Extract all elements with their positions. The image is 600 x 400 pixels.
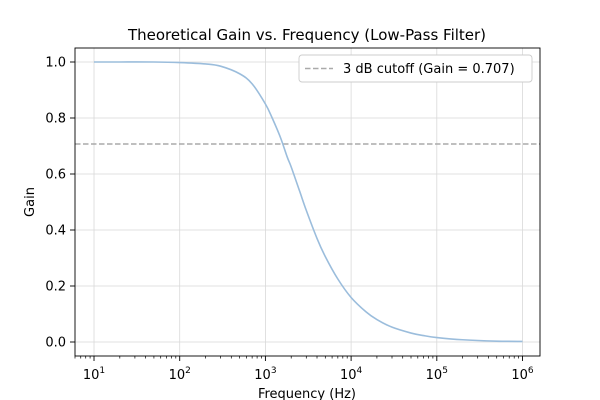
x-axis-label: Frequency (Hz): [258, 387, 356, 400]
y-tick-label: 0.2: [45, 280, 66, 295]
y-tick-label: 0.4: [45, 224, 66, 239]
x-tick-label: 105: [426, 366, 448, 383]
legend-box: [298, 54, 533, 83]
legend: 3 dB cutoff (Gain = 0.707): [298, 54, 533, 83]
y-tick-label: 0.0: [45, 336, 66, 351]
legend-entry-cutoff: 3 dB cutoff (Gain = 0.707): [343, 62, 515, 77]
x-ticks: 101 102 103 104 105 106: [74, 356, 534, 383]
plot-frame: [74, 47, 541, 357]
y-ticks: 0.0 0.2 0.4 0.6 0.8 1.0: [45, 56, 75, 351]
series-layer: [94, 61, 523, 343]
y-axis-label: Gain: [23, 187, 38, 217]
x-tick-label: 104: [340, 366, 363, 383]
x-tick-label: 102: [169, 366, 191, 383]
x-tick-label: 103: [254, 366, 276, 383]
y-tick-label: 0.8: [45, 112, 66, 127]
y-tick-label: 0.6: [45, 168, 66, 183]
grid: [75, 48, 540, 356]
gain-curve: [94, 61, 523, 343]
x-tick-label: 101: [83, 366, 105, 383]
y-tick-label: 1.0: [45, 56, 66, 71]
chart-title: Theoretical Gain vs. Frequency (Low-Pass…: [127, 26, 486, 44]
x-tick-label: 106: [511, 366, 534, 383]
